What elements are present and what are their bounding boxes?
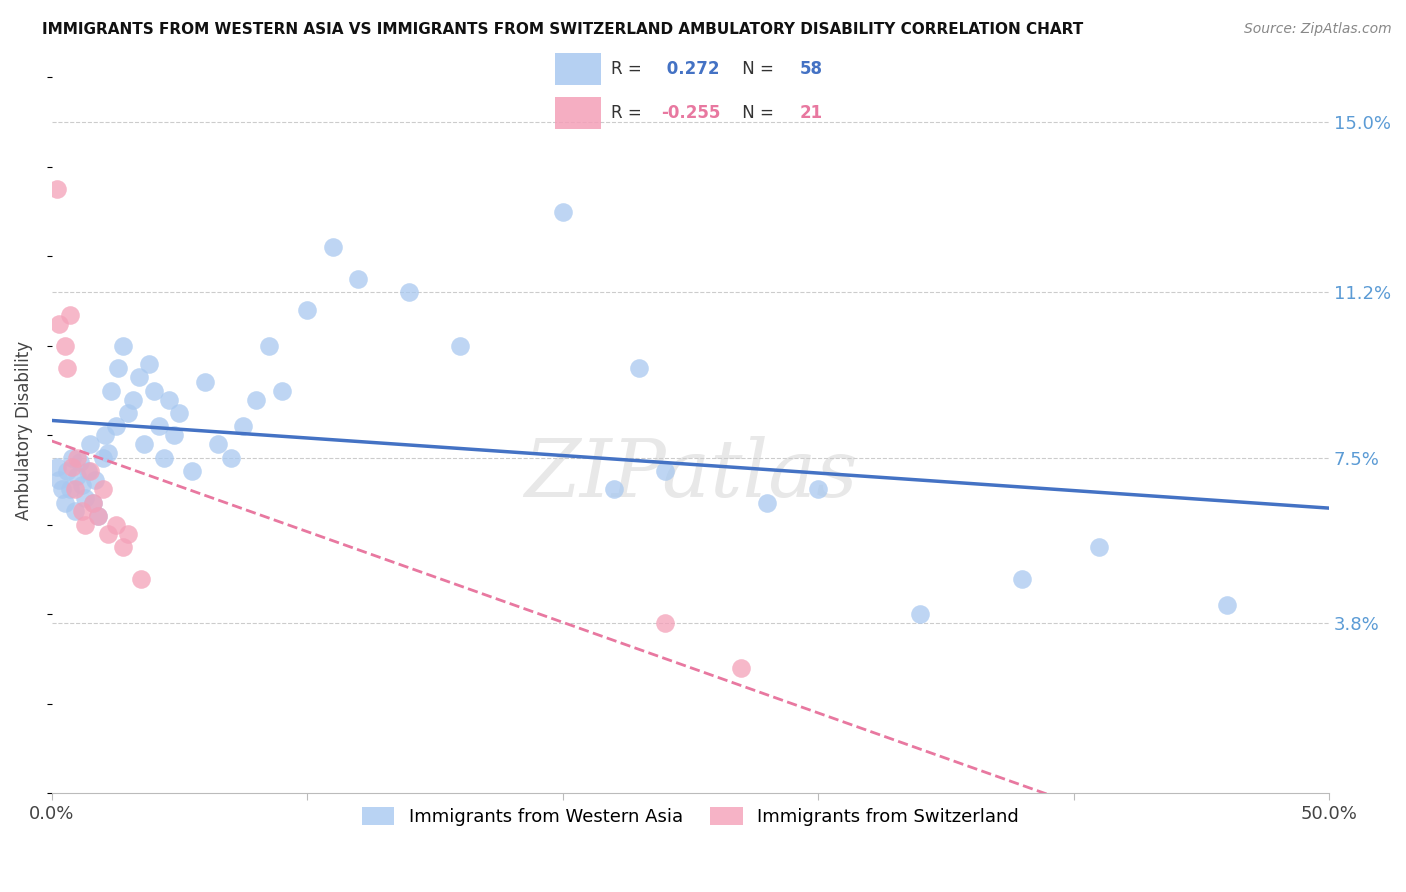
Point [910,607,932,622]
Point [97,526,120,541]
Point [398,285,420,300]
Point [63,482,86,496]
Point [450,339,472,353]
Point [82,495,104,509]
Point [72,477,94,491]
Text: -0.255: -0.255 [661,104,720,122]
Point [87,508,110,523]
Text: N =: N = [737,104,779,122]
Point [87,508,110,523]
Text: ZIPatlas: ZIPatlas [523,435,858,513]
Text: N =: N = [737,60,779,78]
Point [157,392,180,407]
Point [84,473,107,487]
Point [60,450,83,465]
Point [654,616,676,631]
Point [153,450,176,465]
Legend: Immigrants from Western Asia, Immigrants from Switzerland: Immigrants from Western Asia, Immigrants… [353,798,1028,835]
Point [79,437,101,451]
Point [756,495,779,509]
Point [730,661,752,675]
Point [257,339,280,353]
Point [66,450,89,465]
Point [148,419,170,434]
Text: 58: 58 [800,60,823,78]
Text: Source: ZipAtlas.com: Source: ZipAtlas.com [1244,22,1392,37]
Point [117,406,139,420]
Point [232,419,254,434]
Point [112,339,135,353]
Point [138,357,160,371]
Point [104,517,127,532]
Point [1216,599,1239,613]
Point [82,495,104,509]
Point [66,468,89,483]
Point [59,308,82,322]
Point [48,317,70,331]
Text: R =: R = [612,60,647,78]
Point [45,459,67,474]
Point [551,204,574,219]
Point [122,392,145,407]
Point [270,384,292,398]
Text: 0.272: 0.272 [661,60,720,78]
FancyBboxPatch shape [555,97,602,129]
Point [73,517,96,532]
Point [163,428,186,442]
Point [117,526,139,541]
Point [69,455,91,469]
Point [132,437,155,451]
Point [63,504,86,518]
Point [56,361,79,376]
Point [142,384,165,398]
Point [76,464,98,478]
Point [194,375,217,389]
Point [219,450,242,465]
Point [169,406,191,420]
Point [59,482,82,496]
Point [807,482,830,496]
Point [48,473,70,487]
Point [60,459,83,474]
Point [100,384,122,398]
Point [1088,541,1111,555]
Point [112,541,135,555]
Point [347,272,370,286]
Text: IMMIGRANTS FROM WESTERN ASIA VS IMMIGRANTS FROM SWITZERLAND AMBULATORY DISABILIT: IMMIGRANTS FROM WESTERN ASIA VS IMMIGRAN… [42,22,1084,37]
Point [207,437,229,451]
Point [603,482,626,496]
Point [53,339,76,353]
Point [72,504,94,518]
Point [79,464,101,478]
Point [107,361,129,376]
Point [91,450,114,465]
Text: R =: R = [612,104,647,122]
Point [654,464,676,478]
Y-axis label: Ambulatory Disability: Ambulatory Disability [15,342,32,521]
Point [91,482,114,496]
Text: 21: 21 [800,104,823,122]
Point [628,361,651,376]
Point [295,303,318,318]
Point [245,392,267,407]
Point [104,419,127,434]
Point [45,182,67,196]
Point [53,495,76,509]
FancyBboxPatch shape [555,53,602,85]
Point [129,572,152,586]
Point [94,428,117,442]
Point [1011,572,1033,586]
Point [181,464,204,478]
Point [97,446,120,460]
Point [51,482,73,496]
Point [56,464,79,478]
Point [322,240,344,254]
Point [128,370,150,384]
Point [73,491,96,505]
